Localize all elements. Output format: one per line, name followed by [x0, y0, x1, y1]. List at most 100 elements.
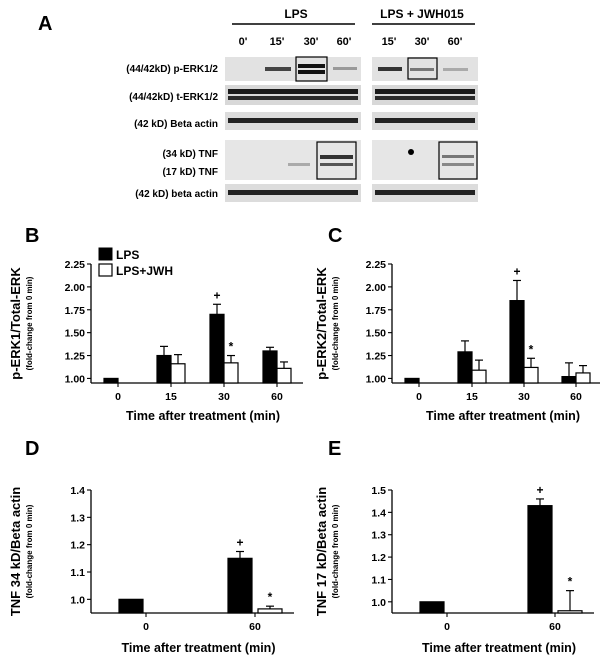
chart-c-bar-lps [404, 377, 420, 384]
blot-time-jwh-15: 15' [382, 36, 397, 48]
chart-c-bar-lps [561, 375, 577, 384]
chart-d-bar-jwh [257, 608, 283, 614]
blot-strip-tnf-lps [225, 140, 361, 180]
blot-highlight-perk-jwh-30 [407, 57, 438, 80]
blot-time-lps-60: 60' [337, 36, 352, 48]
chart-c-annotation: * [529, 342, 534, 356]
blot-row-label-tnf17: (17 kD) TNF [162, 167, 218, 178]
chart-b-annotation: + [213, 288, 220, 302]
chart-e-y-sublabel: (fold-change from 0 min) [331, 504, 340, 598]
blot-group-jwh: LPS + JWH015 [380, 7, 464, 21]
chart-c-y-label: p-ERK2/Total-ERK [314, 267, 329, 380]
chart-b-bar-lps [262, 350, 278, 384]
blot-time-lps-15: 15' [270, 36, 285, 48]
legend: LPS LPS+JWH [98, 247, 173, 278]
panel-letter-b: B [25, 225, 39, 247]
chart-b-y-sublabel: (fold-change from 0 min) [25, 276, 34, 370]
chart-d-bar-lps [118, 598, 144, 614]
chart-e-bar-lps [527, 505, 553, 614]
band-tnf34-jwh-60 [442, 155, 474, 158]
chart-b-bar-lps [103, 377, 119, 384]
chart-d-y-tick-label: 1.3 [70, 512, 85, 524]
chart-b-bar-jwh [276, 367, 292, 384]
chart-b-annotation: * [229, 340, 234, 354]
chart-c-y-tick-label: 2.25 [366, 259, 387, 271]
chart-b-x-tick-label: 0 [115, 391, 121, 403]
chart-b-y-tick-label: 1.50 [65, 328, 86, 340]
chart-c: 1.00 1.25 1.50 1.75 2.00 2.25 0 15 30 60 + * p-ERK2/… [314, 259, 600, 423]
band-perk-lps-60 [333, 67, 357, 70]
chart-d-y-tick-label: 1.2 [70, 540, 85, 552]
chart-c-y-tick-label: 1.50 [366, 328, 387, 340]
chart-b-x-tick-label: 15 [165, 391, 177, 403]
blot-highlight-perk-lps-30 [295, 56, 328, 82]
blot-time-lps-0: 0' [239, 36, 248, 48]
blot-strip-terk-jwh [372, 85, 478, 105]
chart-b-y-tick-label: 1.25 [65, 351, 86, 363]
chart-e-y-label: TNF 17 kD/Beta actin [314, 487, 329, 616]
band-perk-lps-30a [298, 64, 325, 68]
chart-b-y-tick-label: 1.75 [65, 305, 86, 317]
panel-letter-d: D [25, 438, 39, 460]
chart-e-y-tick-label: 1.2 [371, 552, 386, 564]
chart-c-x-tick-label: 15 [466, 391, 478, 403]
chart-b-x-tick-label: 30 [218, 391, 230, 403]
band-actin1-lps [228, 118, 358, 123]
chart-e-bar-lps [419, 601, 445, 614]
blot-row-label-terk: (44/42kD) t-ERK1/2 [129, 92, 218, 103]
blot-strip-tnf-jwh [372, 140, 478, 180]
chart-d-annotation: + [236, 536, 243, 550]
band-perk-lps-15 [265, 67, 291, 71]
legend-label-jwh: LPS+JWH [116, 264, 173, 278]
band-perk-jwh-60 [443, 68, 468, 71]
chart-d-y-tick-label: 1.1 [70, 567, 85, 579]
chart-c-bar-jwh [575, 372, 591, 384]
chart-e-x-tick-label: 0 [444, 621, 450, 633]
band-tnf34-lps-60 [320, 155, 353, 159]
blot-time-jwh-30: 30' [415, 36, 430, 48]
chart-d-bar-lps [227, 557, 253, 614]
blot-time-lps-30: 30' [304, 36, 319, 48]
legend-swatch-lps [98, 247, 113, 261]
chart-c-x-tick-label: 60 [570, 391, 582, 403]
blot-row-label-actin1: (42 kD) Beta actin [134, 119, 218, 130]
chart-d-x-tick-label: 0 [143, 621, 149, 633]
band-tnf17-jwh-60 [442, 163, 474, 166]
chart-c-bar-jwh [471, 369, 487, 384]
band-perk-jwh-15 [378, 67, 402, 71]
chart-d: 1.0 1.1 1.2 1.3 1.4 0 60 + * TNF 34 kD/Beta actin… [8, 485, 294, 655]
chart-c-annotation: + [513, 264, 520, 278]
chart-e-x-label: Time after treatment (min) [422, 641, 576, 655]
chart-e-y-tick-label: 1.1 [371, 574, 386, 586]
chart-e-annotation: + [536, 483, 543, 497]
band-actin2-jwh [375, 190, 475, 195]
blot-time-jwh-60: 60' [448, 36, 463, 48]
chart-e-y-tick-label: 1.3 [371, 530, 386, 542]
chart-c-x-tick-label: 0 [416, 391, 422, 403]
blot-row-label-perk: (44/42kD) p-ERK1/2 [126, 64, 218, 75]
chart-b-x-tick-label: 60 [271, 391, 283, 403]
chart-c-bar-lps [457, 351, 473, 384]
legend-swatch-jwh [98, 263, 113, 277]
chart-e: 1.0 1.1 1.2 1.3 1.4 1.5 0 60 + * TNF 17 kD/Beta ac… [314, 483, 594, 655]
chart-e-y-tick-label: 1.4 [371, 507, 386, 519]
band-terk-lps-a [228, 89, 358, 94]
panel-letter-a: A [38, 13, 52, 35]
band-actin2-lps [228, 190, 358, 195]
blot-highlight-tnf-lps-60 [316, 141, 357, 180]
legend-label-lps: LPS [116, 248, 139, 262]
chart-e-y-tick-label: 1.0 [371, 597, 386, 609]
band-terk-lps-b [228, 96, 358, 100]
chart-b-bar-jwh [223, 362, 239, 384]
blot-row-label-actin2: (42 kD) beta actin [135, 189, 218, 200]
blot-row-label-tnf34: (34 kD) TNF [162, 149, 218, 160]
band-terk-jwh-a [375, 89, 475, 94]
chart-c-bar-jwh [523, 366, 539, 384]
chart-b: 1.00 1.25 1.50 1.75 2.00 2.25 0 15 30 60 + * p-ERK1/… [8, 259, 303, 423]
chart-d-x-label: Time after treatment (min) [122, 641, 276, 655]
chart-c-y-sublabel: (fold-change from 0 min) [331, 276, 340, 370]
chart-c-y-tick-label: 1.75 [366, 305, 387, 317]
chart-d-x-tick-label: 60 [249, 621, 261, 633]
band-tnf17-lps-60 [320, 163, 353, 166]
